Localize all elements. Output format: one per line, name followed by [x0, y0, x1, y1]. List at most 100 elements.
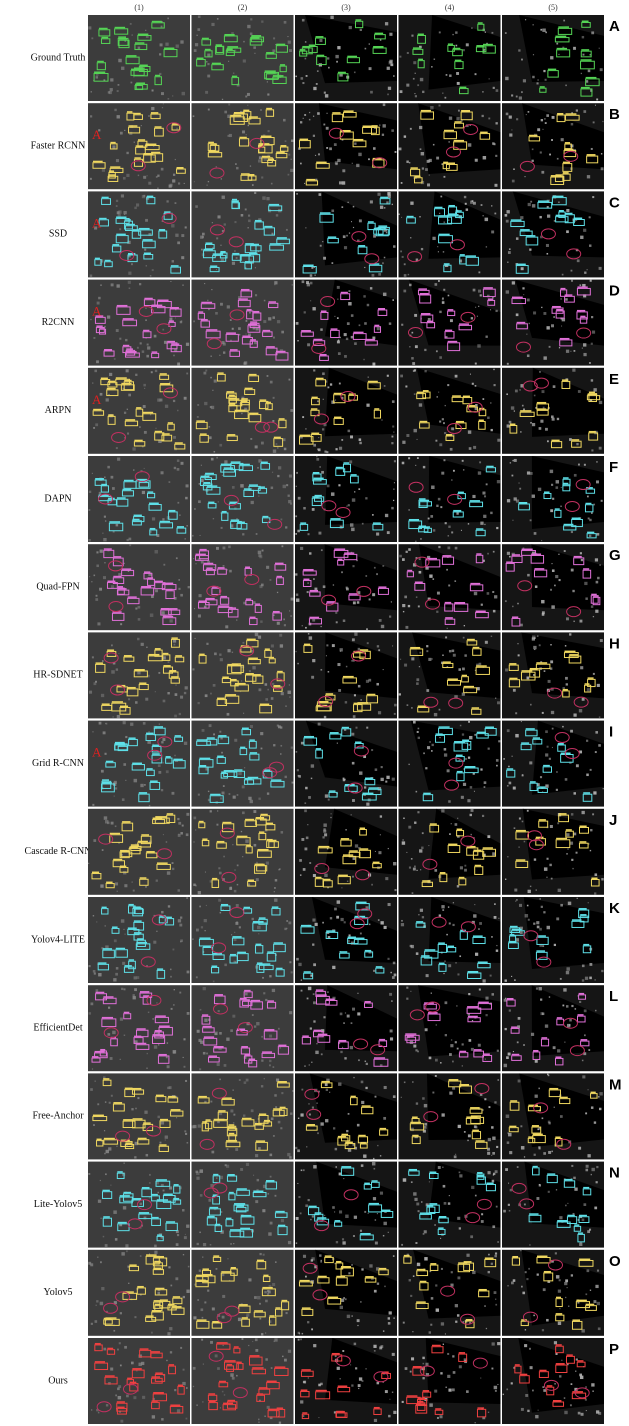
speckle [312, 1215, 314, 1217]
box-tag [358, 245, 365, 247]
speckle [587, 175, 590, 178]
speckle [373, 1197, 376, 1200]
box-tag [580, 914, 586, 916]
image-panel [192, 368, 294, 454]
box-tag [341, 292, 348, 294]
speckle [173, 1004, 174, 1005]
box-tag [102, 779, 109, 781]
speckle [125, 780, 126, 781]
box-tag [150, 780, 158, 782]
speckle [116, 1146, 117, 1147]
box-tag [316, 748, 321, 750]
box-tag [455, 60, 462, 62]
box-tag [271, 779, 282, 781]
box-tag [129, 125, 138, 127]
speckle [300, 1212, 302, 1214]
speckle [313, 1020, 315, 1022]
speckle [246, 1079, 249, 1082]
speckle [573, 833, 576, 836]
speckle [163, 1190, 165, 1192]
box-tag [274, 685, 281, 687]
speckle [267, 689, 269, 691]
box-tag [112, 244, 119, 246]
speckle [277, 475, 279, 477]
speckle [517, 1166, 519, 1168]
box-tag [155, 1030, 162, 1032]
speckle [507, 262, 508, 263]
box-tag [326, 693, 333, 695]
speckle [149, 1182, 151, 1184]
speckle [538, 1088, 540, 1090]
column-header: (4) [445, 3, 455, 12]
speckle [468, 1134, 471, 1137]
box-tag [457, 829, 463, 831]
speckle [161, 471, 164, 474]
speckle [167, 18, 169, 20]
box-tag [155, 1015, 165, 1017]
box-tag [199, 600, 207, 602]
box-tag [476, 553, 481, 555]
speckle [311, 778, 312, 779]
box-tag [438, 942, 445, 944]
speckle [117, 90, 119, 92]
box-tag [412, 1135, 418, 1137]
speckle [108, 394, 109, 395]
speckle [508, 251, 511, 254]
box-tag [356, 902, 367, 904]
speckle [291, 598, 294, 601]
box-tag [143, 239, 153, 241]
speckle [275, 1106, 277, 1108]
speckle [404, 1082, 406, 1084]
speckle [456, 117, 459, 120]
speckle [261, 176, 263, 178]
box-tag [526, 728, 535, 730]
speckle [274, 898, 277, 901]
speckle [95, 423, 98, 426]
speckle [522, 774, 523, 775]
speckle [170, 281, 171, 282]
image-panel [502, 15, 604, 101]
speckle [434, 713, 437, 716]
speckle [519, 904, 522, 907]
box-tag [556, 1056, 562, 1058]
speckle [358, 153, 361, 156]
speckle [392, 299, 394, 301]
speckle [317, 448, 318, 449]
speckle [507, 856, 508, 857]
image-panel [295, 15, 397, 101]
speckle [550, 644, 551, 645]
box-tag [227, 664, 238, 666]
speckle [589, 963, 592, 966]
speckle [166, 1056, 168, 1058]
speckle [506, 113, 509, 116]
box-tag [138, 34, 149, 36]
speckle [534, 637, 535, 638]
box-tag [588, 677, 594, 679]
speckle [229, 570, 232, 573]
speckle [353, 1077, 354, 1078]
box-tag [353, 332, 363, 334]
speckle [456, 512, 458, 514]
speckle [196, 1177, 199, 1180]
speckle [509, 1210, 511, 1212]
box-tag [465, 766, 476, 768]
speckle [505, 32, 507, 34]
box-tag [326, 930, 335, 932]
speckle [540, 776, 542, 778]
speckle [597, 577, 600, 580]
box-tag [563, 483, 568, 485]
speckle [439, 914, 441, 916]
speckle [429, 741, 431, 743]
box-tag [99, 28, 108, 30]
box-tag [160, 1119, 168, 1121]
speckle [490, 512, 492, 514]
speckle [557, 822, 559, 824]
box-tag [110, 833, 120, 835]
box-tag [155, 126, 162, 128]
speckle [182, 284, 184, 286]
speckle [366, 680, 369, 683]
speckle [469, 736, 472, 739]
speckle [273, 449, 276, 452]
speckle [577, 898, 578, 899]
speckle [371, 884, 373, 886]
